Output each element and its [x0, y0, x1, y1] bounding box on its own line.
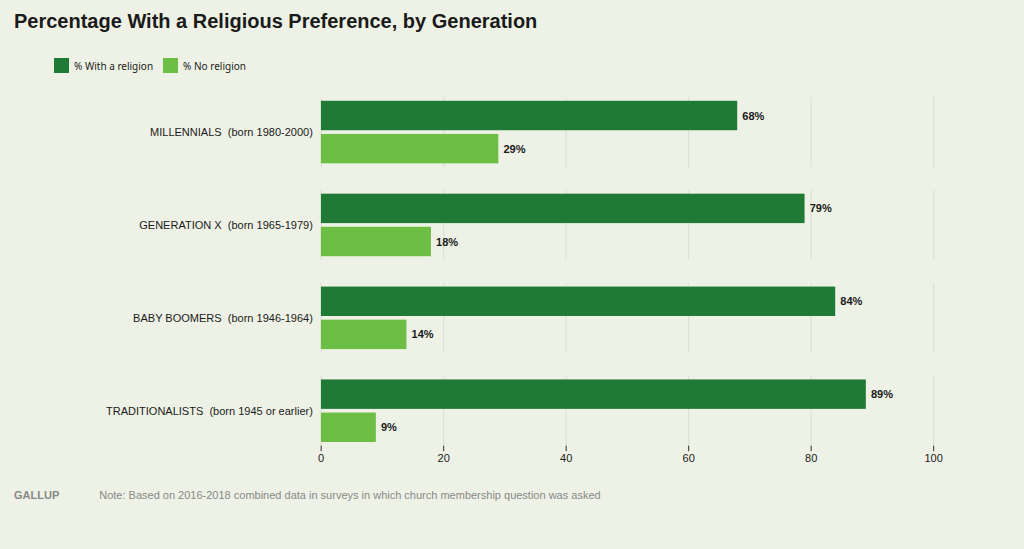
- svg-text:100: 100: [924, 452, 942, 464]
- svg-text:GENERATION X (born 1965-1979): GENERATION X (born 1965-1979): [139, 219, 313, 231]
- svg-text:89%: 89%: [871, 388, 893, 400]
- svg-text:TRADITIONALISTS (born 1945 or: TRADITIONALISTS (born 1945 or earlier): [106, 405, 313, 417]
- svg-text:68%: 68%: [742, 110, 764, 122]
- html-text:% No religion: % No religion: [183, 58, 246, 73]
- svg-text:80: 80: [805, 452, 817, 464]
- svg-text:MILLENNIALS (born 1980-2000): MILLENNIALS (born 1980-2000): [150, 126, 313, 138]
- svg-text:79%: 79%: [810, 202, 832, 214]
- html-text:% With a religion: % With a religion: [74, 58, 154, 73]
- svg-text:14%: 14%: [412, 328, 434, 340]
- svg-text:9%: 9%: [381, 421, 397, 433]
- svg-text:0: 0: [318, 452, 324, 464]
- html-text:Note: Based on 2016-2018 combi: Note: Based on 2016-2018 combined data i…: [99, 489, 601, 502]
- html-text:GALLUP: GALLUP: [14, 489, 60, 502]
- svg-text:18%: 18%: [436, 235, 458, 247]
- svg-text:29%: 29%: [503, 143, 525, 155]
- svg-text:84%: 84%: [840, 295, 862, 307]
- svg-text:60: 60: [683, 452, 695, 464]
- html-text:Percentage With a Religious Pr: Percentage With a Religious Preference, …: [14, 10, 538, 32]
- svg-text:40: 40: [560, 452, 572, 464]
- svg-text:BABY BOOMERS (born 1946-1964): BABY BOOMERS (born 1946-1964): [133, 312, 313, 324]
- svg-text:20: 20: [438, 452, 450, 464]
